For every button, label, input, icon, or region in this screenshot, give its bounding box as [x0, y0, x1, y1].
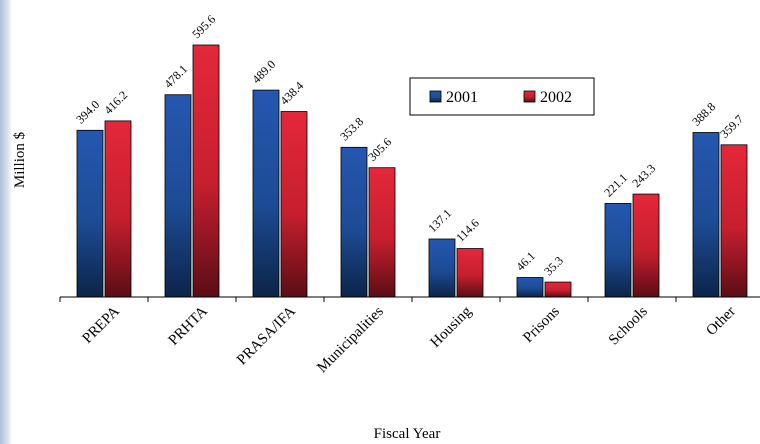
data-label-prisons-2001: 46.1	[513, 249, 538, 274]
data-label-prhta-2002: 595.6	[189, 12, 218, 41]
bar-prasa-ifa-2002	[280, 111, 308, 298]
legend-label-2002: 2002	[540, 89, 572, 106]
bar-municipalities-2002	[368, 167, 396, 298]
data-label-housing-2001: 137.1	[425, 206, 454, 235]
y-axis-title: Million $	[12, 131, 28, 188]
data-label-prasa-ifa-2001: 489.0	[249, 57, 278, 86]
bar-housing-2001	[428, 238, 456, 298]
bar-other-2001	[692, 132, 720, 298]
bar-prhta-2001	[164, 94, 192, 298]
data-label-municipalities-2001: 353.8	[337, 114, 366, 143]
category-label-other: Other	[703, 304, 738, 339]
bar-prepa-2002	[104, 120, 132, 298]
data-label-prisons-2002: 35.3	[541, 253, 566, 278]
bar-schools-2001	[604, 203, 632, 298]
bar-other-2002	[720, 144, 748, 298]
category-label-prhta: PRHTA	[166, 303, 211, 348]
legend-swatch-2002	[523, 90, 536, 103]
data-label-other-2002: 359.7	[717, 112, 746, 141]
left-edge-band	[0, 0, 12, 444]
x-ticks-layer	[59, 297, 677, 302]
data-label-housing-2002: 114.6	[453, 216, 482, 245]
category-label-municipalities: Municipalities	[314, 303, 387, 376]
data-label-other-2001: 388.8	[689, 100, 718, 129]
data-label-schools-2001: 221.1	[601, 171, 630, 200]
data-label-municipalities-2002: 305.6	[365, 135, 394, 164]
data-label-prepa-2002: 416.2	[101, 88, 130, 117]
category-label-prepa: PREPA	[79, 303, 122, 346]
bar-prepa-2001	[76, 129, 104, 298]
legend-label-2001: 2001	[446, 89, 478, 106]
data-label-schools-2002: 243.3	[629, 161, 658, 190]
legend: 2001 2002	[409, 77, 595, 116]
x-axis-title: Fiscal Year	[374, 426, 441, 442]
bar-prisons-2002	[544, 281, 572, 298]
category-label-schools: Schools	[606, 303, 651, 348]
bar-prhta-2002	[192, 44, 220, 298]
data-label-prasa-ifa-2002: 438.4	[277, 79, 306, 108]
bar-municipalities-2001	[340, 146, 368, 298]
data-label-prhta-2001: 478.1	[161, 62, 190, 91]
bar-prisons-2001	[516, 277, 544, 298]
bar-prasa-ifa-2001	[252, 89, 280, 298]
category-labels-layer: PREPA PRHTA PRASA/IFA Municipalities Housing…	[79, 303, 738, 376]
data-label-prepa-2001: 394.0	[73, 97, 102, 126]
category-label-prasa-ifa: PRASA/IFA	[234, 303, 299, 368]
bar-schools-2002	[632, 193, 660, 298]
bar-housing-2002	[456, 248, 484, 298]
category-label-housing: Housing	[428, 303, 476, 351]
legend-swatch-2001	[429, 90, 442, 103]
category-label-prisons: Prisons	[520, 303, 563, 346]
bars-layer	[76, 44, 748, 298]
